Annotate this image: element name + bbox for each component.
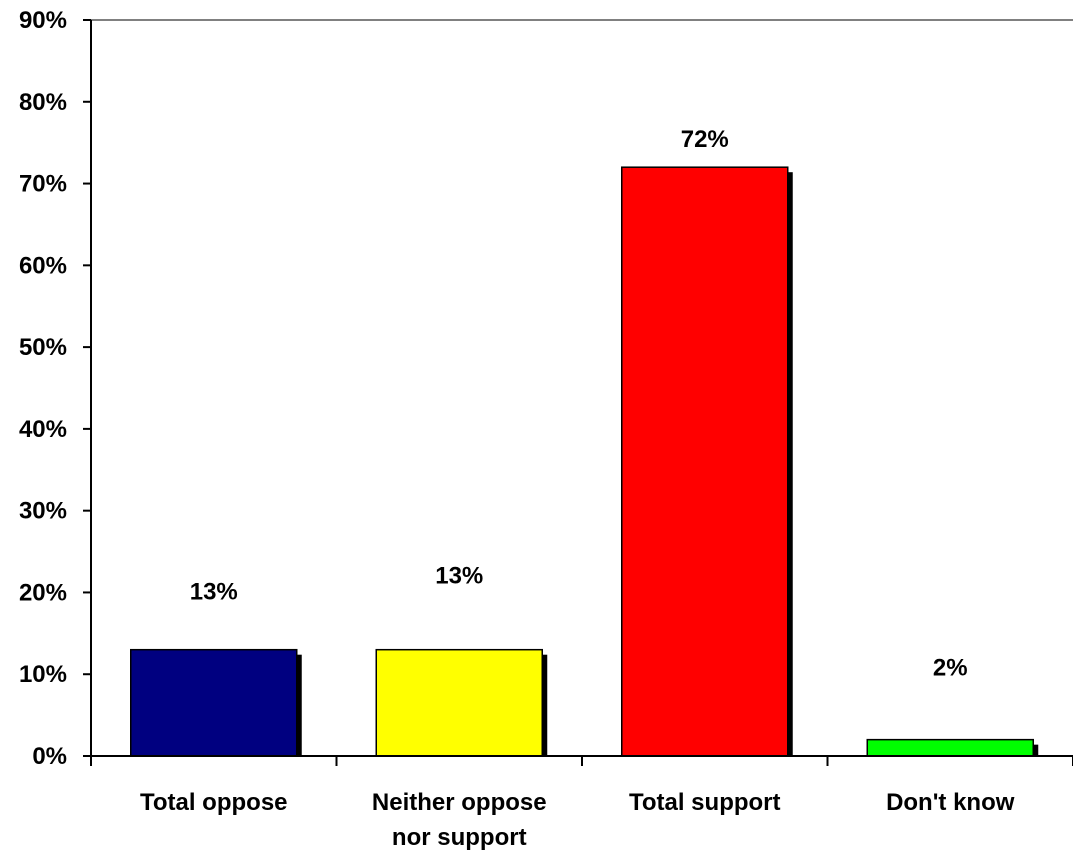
x-axis: Total oppose Neither oppose nor support Tot…: [90, 755, 1073, 851]
y-tick-label: 90%: [19, 7, 67, 34]
x-tick-label: Don't know: [886, 789, 1015, 816]
data-label: 13%: [190, 579, 238, 606]
y-tick-label: 10%: [19, 661, 67, 688]
data-label: 72%: [681, 126, 729, 153]
x-tick-label: nor support: [392, 824, 527, 851]
y-tick-label: 60%: [19, 252, 67, 279]
bar: [130, 648, 298, 757]
bars: [130, 166, 1039, 757]
bar: [375, 648, 543, 757]
y-axis: 0% 10% 20% 30% 40% 50% 60% 70% 80% 90%: [19, 7, 92, 770]
bar: [621, 166, 789, 757]
data-labels: 13% 13% 72% 2%: [190, 126, 968, 681]
y-tick-label: 80%: [19, 89, 67, 116]
bar: [866, 738, 1034, 757]
x-tick-label: Neither oppose: [372, 789, 547, 816]
x-tick-label: Total oppose: [140, 789, 288, 816]
x-tick-label: Total support: [629, 789, 781, 816]
y-tick-label: 50%: [19, 334, 67, 361]
data-label: 2%: [933, 655, 968, 682]
y-tick-label: 70%: [19, 171, 67, 198]
y-tick-label: 20%: [19, 579, 67, 606]
y-tick-label: 40%: [19, 416, 67, 443]
y-tick-label: 0%: [32, 743, 67, 770]
y-tick-label: 30%: [19, 498, 67, 525]
data-label: 13%: [435, 563, 483, 590]
